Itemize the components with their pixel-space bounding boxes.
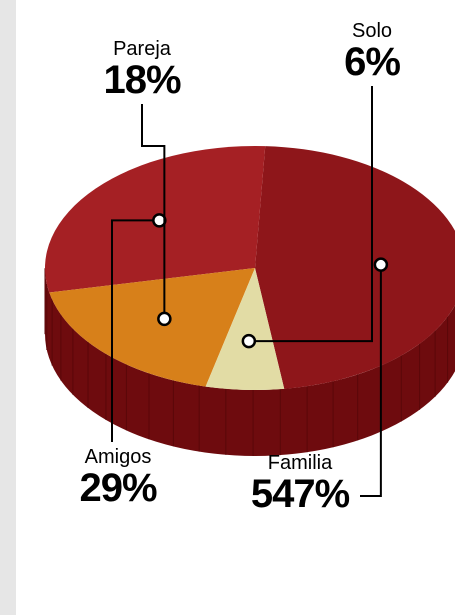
leader-dot-solo — [241, 333, 257, 349]
leader-lines — [111, 86, 389, 497]
leader-line-amigos — [111, 219, 160, 442]
label-familia-value: 547% — [250, 472, 350, 516]
label-solo: Solo 6% — [332, 20, 412, 82]
label-solo-value: 6% — [344, 40, 401, 84]
pie-slice-pareja — [49, 268, 255, 387]
label-familia: Familia 547% — [236, 452, 364, 514]
label-pareja-value: 18% — [103, 58, 181, 102]
leader-dot-pareja — [157, 311, 172, 327]
label-amigos: Amigos 29% — [68, 446, 168, 508]
pie-slice-solo — [205, 268, 285, 390]
leader-line-familia — [360, 264, 382, 497]
label-amigos-value: 29% — [79, 466, 157, 510]
pie-side-band — [45, 268, 455, 456]
leader-line-solo — [248, 86, 373, 343]
pie-side — [44, 268, 455, 456]
leader-line-pareja — [141, 104, 166, 319]
label-familia-name: Familia — [267, 452, 333, 474]
label-pareja-name: Pareja — [113, 38, 171, 60]
label-solo-name: Solo — [351, 20, 393, 42]
leader-dot-familia — [373, 257, 389, 272]
label-pareja: Pareja 18% — [96, 38, 188, 100]
pie-slice-familia — [255, 146, 455, 389]
label-amigos-name: Amigos — [84, 446, 152, 468]
pie-top — [45, 145, 455, 390]
left-edge-bar — [0, 0, 16, 615]
